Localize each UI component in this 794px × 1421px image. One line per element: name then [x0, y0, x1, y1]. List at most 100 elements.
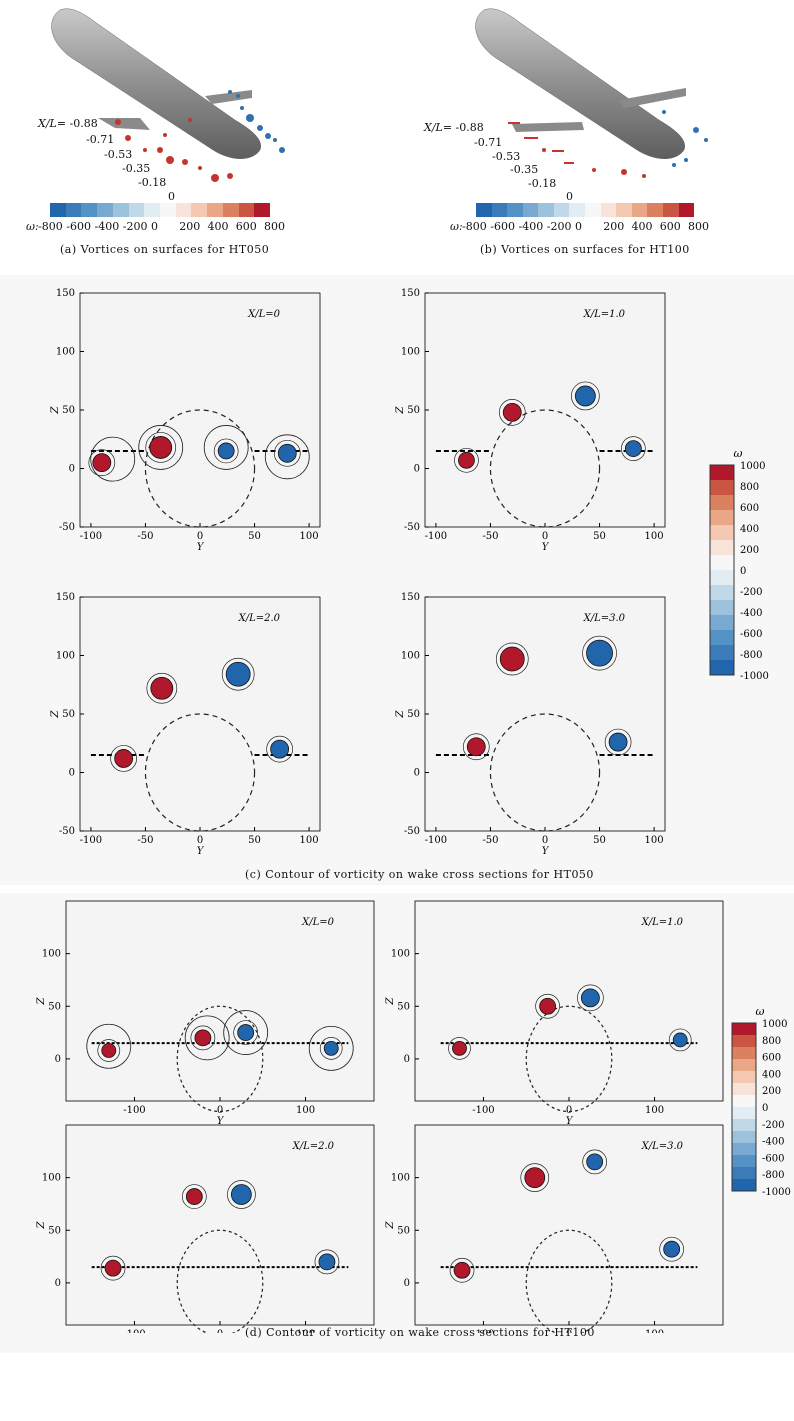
vortex-contour — [100, 1255, 126, 1281]
colorbar-step — [191, 203, 208, 217]
x-tick-label: 100 — [645, 531, 664, 542]
legend-tick-label: 0 — [762, 1103, 768, 1114]
vortex-core — [114, 749, 134, 768]
rotation-arrow-circle — [264, 434, 310, 480]
colorbar-step — [112, 203, 129, 217]
contour-subplot: -100 -50 0 50 100 150 100 50 0 -50 Y Z X/L=0 — [50, 288, 321, 553]
colorbar-tick-label: -800 — [38, 220, 63, 233]
legend-step — [732, 1107, 756, 1119]
panel-b-colorbar — [476, 203, 695, 217]
legend-step — [732, 1023, 756, 1035]
x-tick-label: 100 — [645, 1329, 664, 1333]
plot-frame — [414, 900, 724, 1102]
legend-step — [710, 510, 734, 525]
station-label: X/L=1.0 — [641, 917, 684, 928]
legend-step — [710, 540, 734, 555]
negative-vortex-marks — [662, 110, 708, 167]
plot-frame — [414, 1124, 724, 1326]
contour-subplot: -100 -50 0 50 100 150 100 50 0 -50 Y Z X/L=3.0 — [395, 592, 666, 857]
hull-outline — [525, 1229, 613, 1337]
station-label: X/L=0 — [247, 309, 281, 320]
colorbar-step — [585, 203, 601, 217]
rotation-arrow-circle — [138, 425, 184, 470]
colorbar-step — [476, 203, 492, 217]
station-label-0: X/L= -0.88 — [38, 117, 98, 130]
vortex-core — [194, 1029, 212, 1047]
z-tick-label: -50 — [404, 826, 420, 837]
vortex-core — [624, 440, 642, 458]
colorbar-step — [238, 203, 255, 217]
hull-outline — [176, 1229, 264, 1337]
colorbar-step — [647, 203, 663, 217]
vortex-core — [458, 451, 475, 469]
horizontal-tail-right — [619, 88, 686, 108]
z-tick-label: 0 — [414, 768, 420, 779]
station-label-4: -0.18 — [138, 176, 167, 189]
colorbar-tick-label: 800 — [688, 220, 709, 233]
legend-tick-label: 0 — [740, 566, 746, 577]
x-tick-label: -100 — [80, 531, 102, 542]
vortex-core — [104, 1259, 122, 1277]
z-axis-label: Z — [36, 996, 47, 1005]
legend-tick-label: 600 — [762, 1053, 781, 1064]
legend-tick-label: 800 — [762, 1036, 781, 1047]
x-tick-label: -50 — [482, 531, 498, 542]
y-axis-label: Y — [217, 1116, 225, 1127]
rotation-arrow-circle — [223, 1010, 269, 1055]
vortex-core — [150, 676, 174, 700]
vortex-core — [452, 1040, 467, 1056]
vortex-contour — [454, 447, 479, 473]
x-tick-label: -100 — [425, 531, 447, 542]
colorbar-step — [569, 203, 586, 217]
legend-step — [732, 1095, 756, 1107]
x-tick-label: 0 — [217, 1105, 223, 1116]
x-tick-label: 0 — [197, 531, 203, 542]
vortex-contour — [535, 993, 560, 1019]
station-label: X/L=2.0 — [292, 1141, 335, 1152]
hull-outline — [489, 713, 601, 832]
legend-step — [732, 1131, 756, 1143]
z-tick-label: 50 — [48, 1001, 61, 1012]
x-tick-label: 100 — [296, 1105, 315, 1116]
y-axis-label: Y — [566, 1116, 574, 1127]
legend-title: ω — [756, 1005, 765, 1018]
plot-frame — [79, 292, 321, 528]
legend-tick-label: 1000 — [740, 461, 765, 472]
legend-tick-label: -400 — [762, 1137, 784, 1148]
legend-tick-label: -600 — [762, 1153, 784, 1164]
vortex-core — [230, 1184, 252, 1205]
vortex-contour — [577, 984, 604, 1012]
x-tick-label: 50 — [248, 835, 261, 846]
panel-a-colorbar — [50, 203, 271, 217]
colorbar-step — [631, 203, 648, 217]
legend-step — [710, 495, 734, 510]
station-label: X/L=2.0 — [238, 613, 281, 624]
vortex-contour — [495, 642, 529, 676]
x-tick-label: 100 — [645, 835, 664, 846]
z-tick-label: 150 — [56, 288, 75, 299]
panel-b-colorbar-symbol: ω: — [450, 220, 463, 233]
vortex-contour — [462, 733, 490, 761]
vortex-core — [499, 646, 525, 672]
vortex-contour — [273, 439, 301, 467]
z-tick-label: 100 — [42, 1173, 61, 1184]
z-tick-label: 100 — [401, 651, 420, 662]
vortex-core — [217, 442, 235, 460]
vortex-core — [277, 443, 297, 463]
station-label: X/L=3.0 — [583, 613, 626, 624]
colorbar-step — [128, 203, 145, 217]
colorbar-step — [600, 203, 617, 217]
station-label-4: -0.18 — [528, 177, 557, 190]
colorbar-step — [678, 203, 695, 217]
panel-b: X/L= -0.88 -0.71 -0.53 -0.35 -0.18 0 ω: … — [424, 0, 714, 260]
z-tick-label: 50 — [407, 405, 420, 416]
rotation-arrow-circle — [308, 1025, 354, 1071]
colorbar-tick-label: 200 — [179, 220, 201, 233]
vortex-contour — [145, 432, 177, 463]
station-label-1: -0.71 — [86, 133, 115, 146]
x-tick-label: 0 — [217, 1329, 223, 1333]
rotation-arrow-circle — [184, 1015, 230, 1061]
plot-frame — [65, 900, 375, 1102]
